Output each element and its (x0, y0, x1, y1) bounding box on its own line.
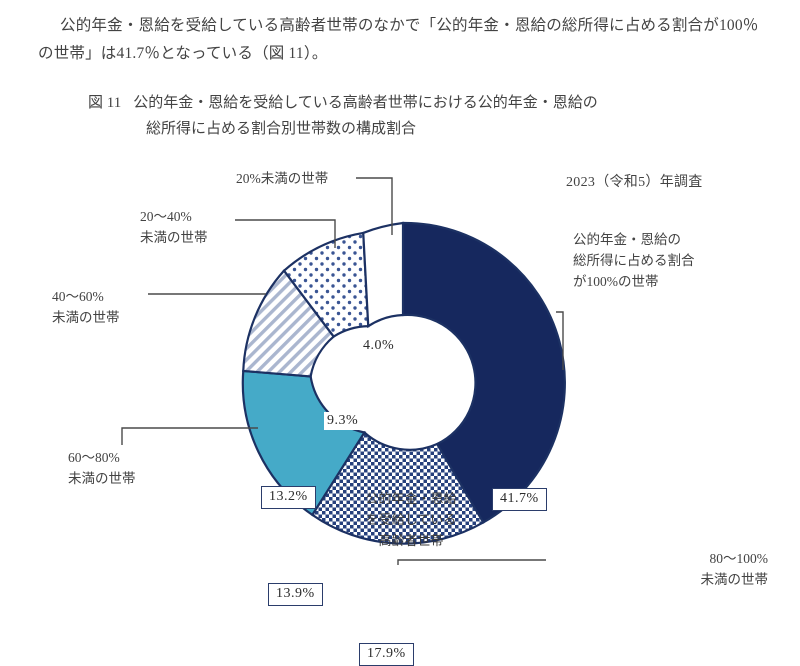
value-label-under20: 4.0% (363, 338, 395, 353)
callout-from80to100: 80〜100% 未満の世帯 (556, 548, 769, 590)
callout-under20: 20%未満の世帯 (236, 168, 328, 189)
value-label-from20to40: 9.3% (324, 412, 362, 430)
callout-from20to40: 20〜40% 未満の世帯 (140, 206, 208, 248)
donut-chart-svg (121, 177, 566, 565)
leader-line-from20to40 (235, 219, 336, 248)
value-label-from80to100: 17.9% (359, 643, 414, 666)
figure-title-line1: 公的年金・恩給を受給している高齢者世帯における公的年金・恩給の (133, 95, 598, 111)
leader-line-from60to80 (121, 427, 258, 445)
donut-center-line1: 公的年金・恩給 (365, 491, 457, 506)
callout-from80to100-line2: 未満の世帯 (700, 572, 769, 587)
slice-under20[interactable] (362, 221, 405, 329)
intro-paragraph-text: 公的年金・恩給を受給している高齢者世帯のなかで「公的年金・恩給の総所得に占める割… (38, 17, 759, 62)
callout-from40to60: 40〜60% 未満の世帯 (52, 286, 120, 328)
callout-from20to40-line2: 未満の世帯 (140, 230, 208, 245)
figure-caption: 図 11 公的年金・恩給を受給している高齢者世帯における公的年金・恩給の 総所得に… (88, 90, 748, 142)
intro-paragraph: 公的年金・恩給を受給している高齢者世帯のなかで「公的年金・恩給の総所得に占める割… (38, 12, 764, 68)
callout-under20-line1: 20%未満の世帯 (236, 171, 329, 186)
callout-equal100: 公的年金・恩給の 総所得に占める割合 が100%の世帯 (573, 229, 695, 292)
leader-line-from80to100 (397, 559, 546, 565)
callout-equal100-line3: が100%の世帯 (573, 274, 659, 289)
callout-from40to60-line2: 未満の世帯 (52, 310, 120, 325)
figure-number: 図 11 (88, 95, 122, 111)
leader-line-under20 (356, 177, 393, 235)
donut-chart: 公的年金・恩給 を受給している 高齢者世帯 41.7% 17.9% 13.9% … (0, 140, 800, 666)
survey-year-label: 2023（令和5）年調査 (566, 175, 703, 190)
slice-from80to100[interactable] (310, 430, 485, 545)
callout-equal100-line1: 公的年金・恩給の (573, 232, 681, 247)
donut-center-label: 公的年金・恩給 を受給している 高齢者世帯 (335, 488, 487, 551)
donut-center-line2: を受給している (365, 512, 457, 527)
callout-from60to80-line1: 60〜80% (68, 450, 120, 465)
figure-title-line2: 総所得に占める割合別世帯数の構成割合 (146, 121, 417, 137)
value-label-from60to80: 13.9% (268, 583, 323, 606)
callout-from40to60-line1: 40〜60% (52, 289, 104, 304)
callout-from60to80-line2: 未満の世帯 (68, 471, 136, 486)
callout-from20to40-line1: 20〜40% (140, 209, 192, 224)
value-label-equal100: 41.7% (492, 488, 547, 511)
value-label-from40to60: 13.2% (261, 486, 316, 509)
callout-equal100-line2: 総所得に占める割合 (573, 253, 695, 268)
leader-line-equal100 (556, 311, 564, 370)
callout-from60to80: 60〜80% 未満の世帯 (68, 447, 136, 489)
donut-center-line3: 高齢者世帯 (378, 533, 444, 548)
callout-from80to100-line1: 80〜100% (709, 551, 769, 566)
